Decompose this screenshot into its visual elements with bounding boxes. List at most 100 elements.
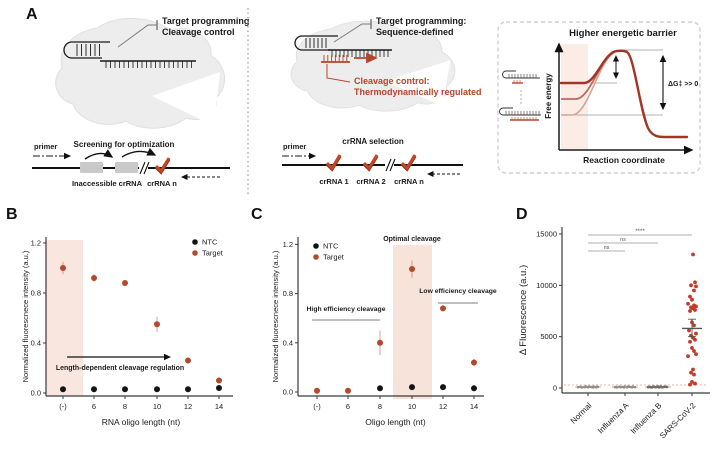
data-point-ntc [409, 384, 415, 391]
data-point-sars-cov-2 [692, 372, 696, 377]
x-tick-label: 14 [215, 402, 223, 411]
sequence-defined-label: Sequence-defined [376, 27, 454, 37]
inaccessible-crrna-label: Inaccessible crRNA [72, 179, 143, 188]
data-point-sars-cov-2 [691, 252, 695, 257]
screening-arc-2 [121, 147, 157, 158]
free-energy-label: Free energy [544, 73, 553, 119]
mini-hairpin-ticks [508, 74, 537, 78]
x-tick-label: Influenza A [596, 401, 631, 436]
x-tick-label: 10 [408, 402, 416, 411]
hairpin-rungs [305, 38, 327, 48]
chart-d-strip: 0 5000 10000 15000 Normal Influenza AInfluenz… [518, 227, 710, 440]
primer-label-middle: primer [283, 142, 306, 151]
data-point-ntc [471, 385, 477, 392]
checkmark-crrna-n [154, 157, 171, 174]
inaccessible-crrna-box-2 [115, 162, 138, 173]
data-point-sars-cov-2 [693, 280, 697, 285]
red-label-connector [326, 64, 351, 83]
data-point-target [185, 357, 191, 364]
data-point-target [60, 265, 66, 271]
panel-c-label: C [251, 206, 263, 223]
legend-label: Target [202, 249, 224, 258]
line-break-slashes [139, 161, 150, 175]
panel-a-schematic: Target programming Cleavage control Scre… [32, 8, 701, 194]
delta-g-label: ΔG‡ >> 0 [668, 81, 698, 88]
panel-d-label: D [516, 206, 528, 223]
legend-label: Target [323, 253, 345, 262]
data-point-normal [587, 385, 591, 389]
y-tick-label: 15000 [536, 229, 557, 238]
cas-protein-left [55, 18, 226, 129]
y-tick-label: 0.0 [283, 388, 293, 397]
y-tick-label: 0.4 [31, 339, 41, 348]
thermo-regulated-label: Thermodynamically regulated [354, 87, 482, 97]
data-point-normal [595, 385, 599, 389]
x-tick-label: 12 [439, 402, 447, 411]
mini-target-ticks [511, 117, 537, 120]
checkmark-crrna-2 [362, 154, 379, 171]
checkmark-crrna-1 [325, 154, 342, 171]
data-point-influenza-a [630, 385, 634, 389]
crrna-1-label: crRNA 1 [319, 177, 348, 186]
duplex-ticks [105, 61, 192, 68]
label-connector-middle [333, 23, 371, 43]
hairpin-loop [294, 35, 338, 51]
reaction-coordinate-label: Reaction coordinate [583, 155, 665, 165]
y-tick-label: 5000 [540, 332, 557, 341]
y-tick-label: 0 [553, 384, 557, 393]
crrna-checkmarks [325, 154, 417, 172]
x-axis-title: Oligo length (nt) [365, 417, 426, 427]
y-axis-title: Δ Fluorescence (a.u.) [518, 265, 529, 355]
data-point-ntc [216, 385, 222, 391]
cleavage-control-red-label: Cleavage control: [354, 76, 430, 86]
x-tick-label: 12 [184, 402, 192, 411]
data-point-sars-cov-2 [694, 352, 698, 357]
target-programming-label-middle: Target programming: [376, 16, 466, 26]
data-point-influenza-b [658, 385, 662, 389]
data-point-sars-cov-2 [694, 284, 698, 289]
x-tick-label: 8 [378, 402, 382, 411]
line-break-slashes-middle [385, 158, 396, 172]
primer-label-left: primer [34, 142, 57, 151]
mini-hairpin-ticks [505, 111, 540, 115]
x-tick-label: Normal [569, 401, 594, 426]
duplex-ticks [331, 50, 389, 57]
data-point-sars-cov-2 [692, 288, 696, 293]
chart-b-scatter: 0.0 0.4 0.8 1.2 (-) 6 8 10 12 14 NTC Target RNA olig… [21, 237, 233, 427]
y-tick-label: 1.2 [283, 240, 293, 249]
y-axis-title: Normalized fluorescnece intensity (a.u.) [21, 250, 30, 382]
x-tick-label: (-) [313, 402, 321, 411]
label-connector [117, 24, 157, 48]
x-tick-label: Influenza B [629, 401, 664, 436]
data-point-target [440, 305, 446, 312]
legend-label: NTC [323, 242, 339, 251]
data-point-influenza-b [664, 385, 668, 388]
data-point-target [154, 321, 160, 328]
data-point-sars-cov-2 [688, 294, 692, 299]
data-point-sars-cov-2 [694, 304, 698, 309]
y-tick-label: 0.8 [31, 289, 41, 298]
data-point-sars-cov-2 [687, 328, 691, 333]
x-tick-label: 6 [346, 402, 350, 411]
x-tick-label: 8 [123, 402, 127, 411]
highlight-band [46, 240, 83, 396]
x-tick-label: 6 [92, 402, 96, 411]
data-point-target [314, 387, 320, 394]
chart-c-scatter: 0.0 0.4 0.8 1.2 (-) 6 8 10 12 14 NTC Target Oligo le… [271, 236, 497, 427]
data-point-target [216, 377, 222, 384]
data-point-ntc [440, 384, 446, 391]
regulation-annotation: Length-dependent cleavage regulation [56, 365, 184, 372]
crrna-hairpin-middle [294, 35, 392, 57]
cleavage-control-label: Cleavage control [162, 27, 235, 37]
y-axis-title: Normalized fluorescnece intensity (a.u.) [271, 250, 280, 382]
low-efficiency-label: Low efficiency cleavage [419, 288, 497, 295]
data-point-sars-cov-2 [692, 349, 696, 353]
mini-hairpin-line [502, 70, 540, 79]
data-point-target [409, 266, 415, 272]
target-ticks [323, 55, 348, 62]
hairpin-loop [63, 41, 110, 59]
data-point-sars-cov-2 [690, 297, 694, 302]
y-tick-label: 0.0 [31, 389, 41, 398]
data-point-ntc [154, 386, 160, 393]
data-point-normal [583, 385, 587, 389]
